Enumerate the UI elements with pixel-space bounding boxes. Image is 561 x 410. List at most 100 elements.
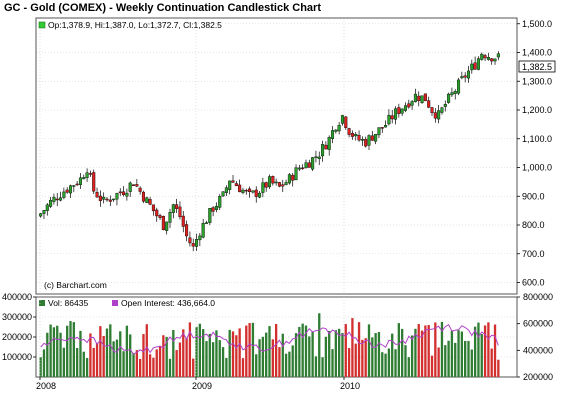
candle-up: [297, 167, 301, 170]
volume-bar: [95, 343, 99, 377]
candle-up: [195, 239, 199, 247]
volume-bar: [397, 323, 401, 377]
candle-down: [307, 162, 311, 168]
volume-bar: [82, 351, 85, 377]
volume-bar: [328, 330, 331, 377]
candle-up: [450, 92, 454, 96]
volume-bar: [298, 326, 301, 377]
volume-bar: [487, 322, 490, 377]
volume-bar: [361, 339, 364, 377]
candle-down: [191, 243, 195, 247]
candle-up: [204, 222, 209, 224]
volume-right-tick-label: 200000: [523, 372, 553, 382]
volume-bar: [384, 353, 387, 377]
volume-bar: [391, 333, 394, 377]
candle-up: [198, 235, 202, 241]
candle-down: [234, 183, 238, 187]
candle-down: [135, 184, 139, 187]
volume-bar: [221, 347, 225, 377]
volume-bar: [440, 321, 444, 377]
volume-label: Vol: 86435: [48, 298, 88, 308]
volume-bar: [417, 324, 420, 377]
candle-down: [88, 173, 92, 175]
candle-up: [39, 213, 43, 217]
volume-bar: [331, 349, 334, 377]
candle-up: [274, 181, 278, 184]
candle-up: [440, 107, 444, 113]
price-tick-label: 1,100.0: [522, 134, 552, 144]
volume-bar: [258, 339, 261, 377]
candle-up: [168, 212, 172, 223]
candle-down: [175, 204, 179, 209]
volume-bar: [414, 328, 417, 377]
volume-bar: [62, 347, 66, 377]
volume-bar: [377, 332, 381, 377]
candle-down: [291, 174, 295, 181]
volume-bar: [175, 350, 178, 377]
candle-up: [413, 93, 417, 103]
volume-bar: [56, 325, 59, 377]
candle-up: [52, 196, 56, 202]
volume-bar: [301, 323, 304, 377]
volume-bar: [364, 338, 367, 377]
volume-bar: [427, 325, 430, 377]
candle-down: [407, 103, 411, 108]
volume-bar: [182, 329, 185, 377]
x-axis: 2008 2009 2010: [36, 297, 360, 391]
candle-down: [105, 198, 109, 201]
volume-bar: [202, 329, 205, 377]
candle-up: [267, 176, 272, 188]
candle-up: [258, 192, 262, 198]
volume-bar: [344, 324, 347, 377]
candle-up: [387, 114, 391, 125]
volume-bar: [235, 335, 238, 377]
volume-bar: [192, 358, 195, 377]
x-tick-label: 2009: [192, 381, 212, 391]
candle-down: [397, 107, 401, 114]
volume-bar: [268, 326, 271, 377]
volume-bar: [281, 333, 284, 377]
price-tick-label: 800.0: [522, 220, 545, 230]
price-tick-label: 1,200.0: [522, 105, 552, 115]
volume-bar: [205, 341, 208, 377]
volume-bar: [145, 324, 148, 377]
volume-bar: [347, 348, 351, 377]
candle-down: [108, 199, 112, 202]
candle-up: [72, 185, 76, 187]
price-panel-frame: [35, 17, 518, 295]
candle-up: [420, 95, 424, 103]
candle-up: [384, 124, 388, 128]
volume-bar: [341, 333, 344, 377]
volume-bar: [39, 357, 42, 377]
candle-up: [45, 204, 49, 211]
candle-up: [208, 208, 212, 223]
candle-down: [427, 100, 431, 108]
candle-up: [337, 124, 341, 132]
volume-bar: [122, 351, 125, 377]
volume-bar: [198, 323, 202, 377]
candle-up: [251, 190, 255, 193]
volume-bars: [39, 313, 500, 377]
candle-up: [460, 76, 464, 79]
candle-down: [92, 172, 96, 192]
volume-bar: [387, 348, 391, 377]
candle-up: [59, 197, 63, 201]
volume-bar: [334, 330, 337, 377]
volume-bar: [66, 325, 69, 377]
volume-bar: [188, 322, 192, 377]
candle-up: [486, 57, 490, 60]
volume-bar: [241, 358, 245, 377]
volume-bar: [265, 332, 268, 377]
volume-bar: [420, 330, 424, 377]
candle-down: [277, 182, 281, 187]
candle-down: [131, 184, 136, 186]
candle-up: [367, 135, 371, 146]
volume-bar: [109, 324, 112, 377]
volume-bar: [404, 345, 407, 377]
candle-up: [480, 53, 484, 60]
volume-right-tick-label: 800000: [523, 292, 553, 302]
candle-up: [62, 191, 66, 198]
volume-bar: [324, 336, 328, 377]
candle-down: [75, 183, 79, 186]
candle-up: [374, 133, 378, 142]
